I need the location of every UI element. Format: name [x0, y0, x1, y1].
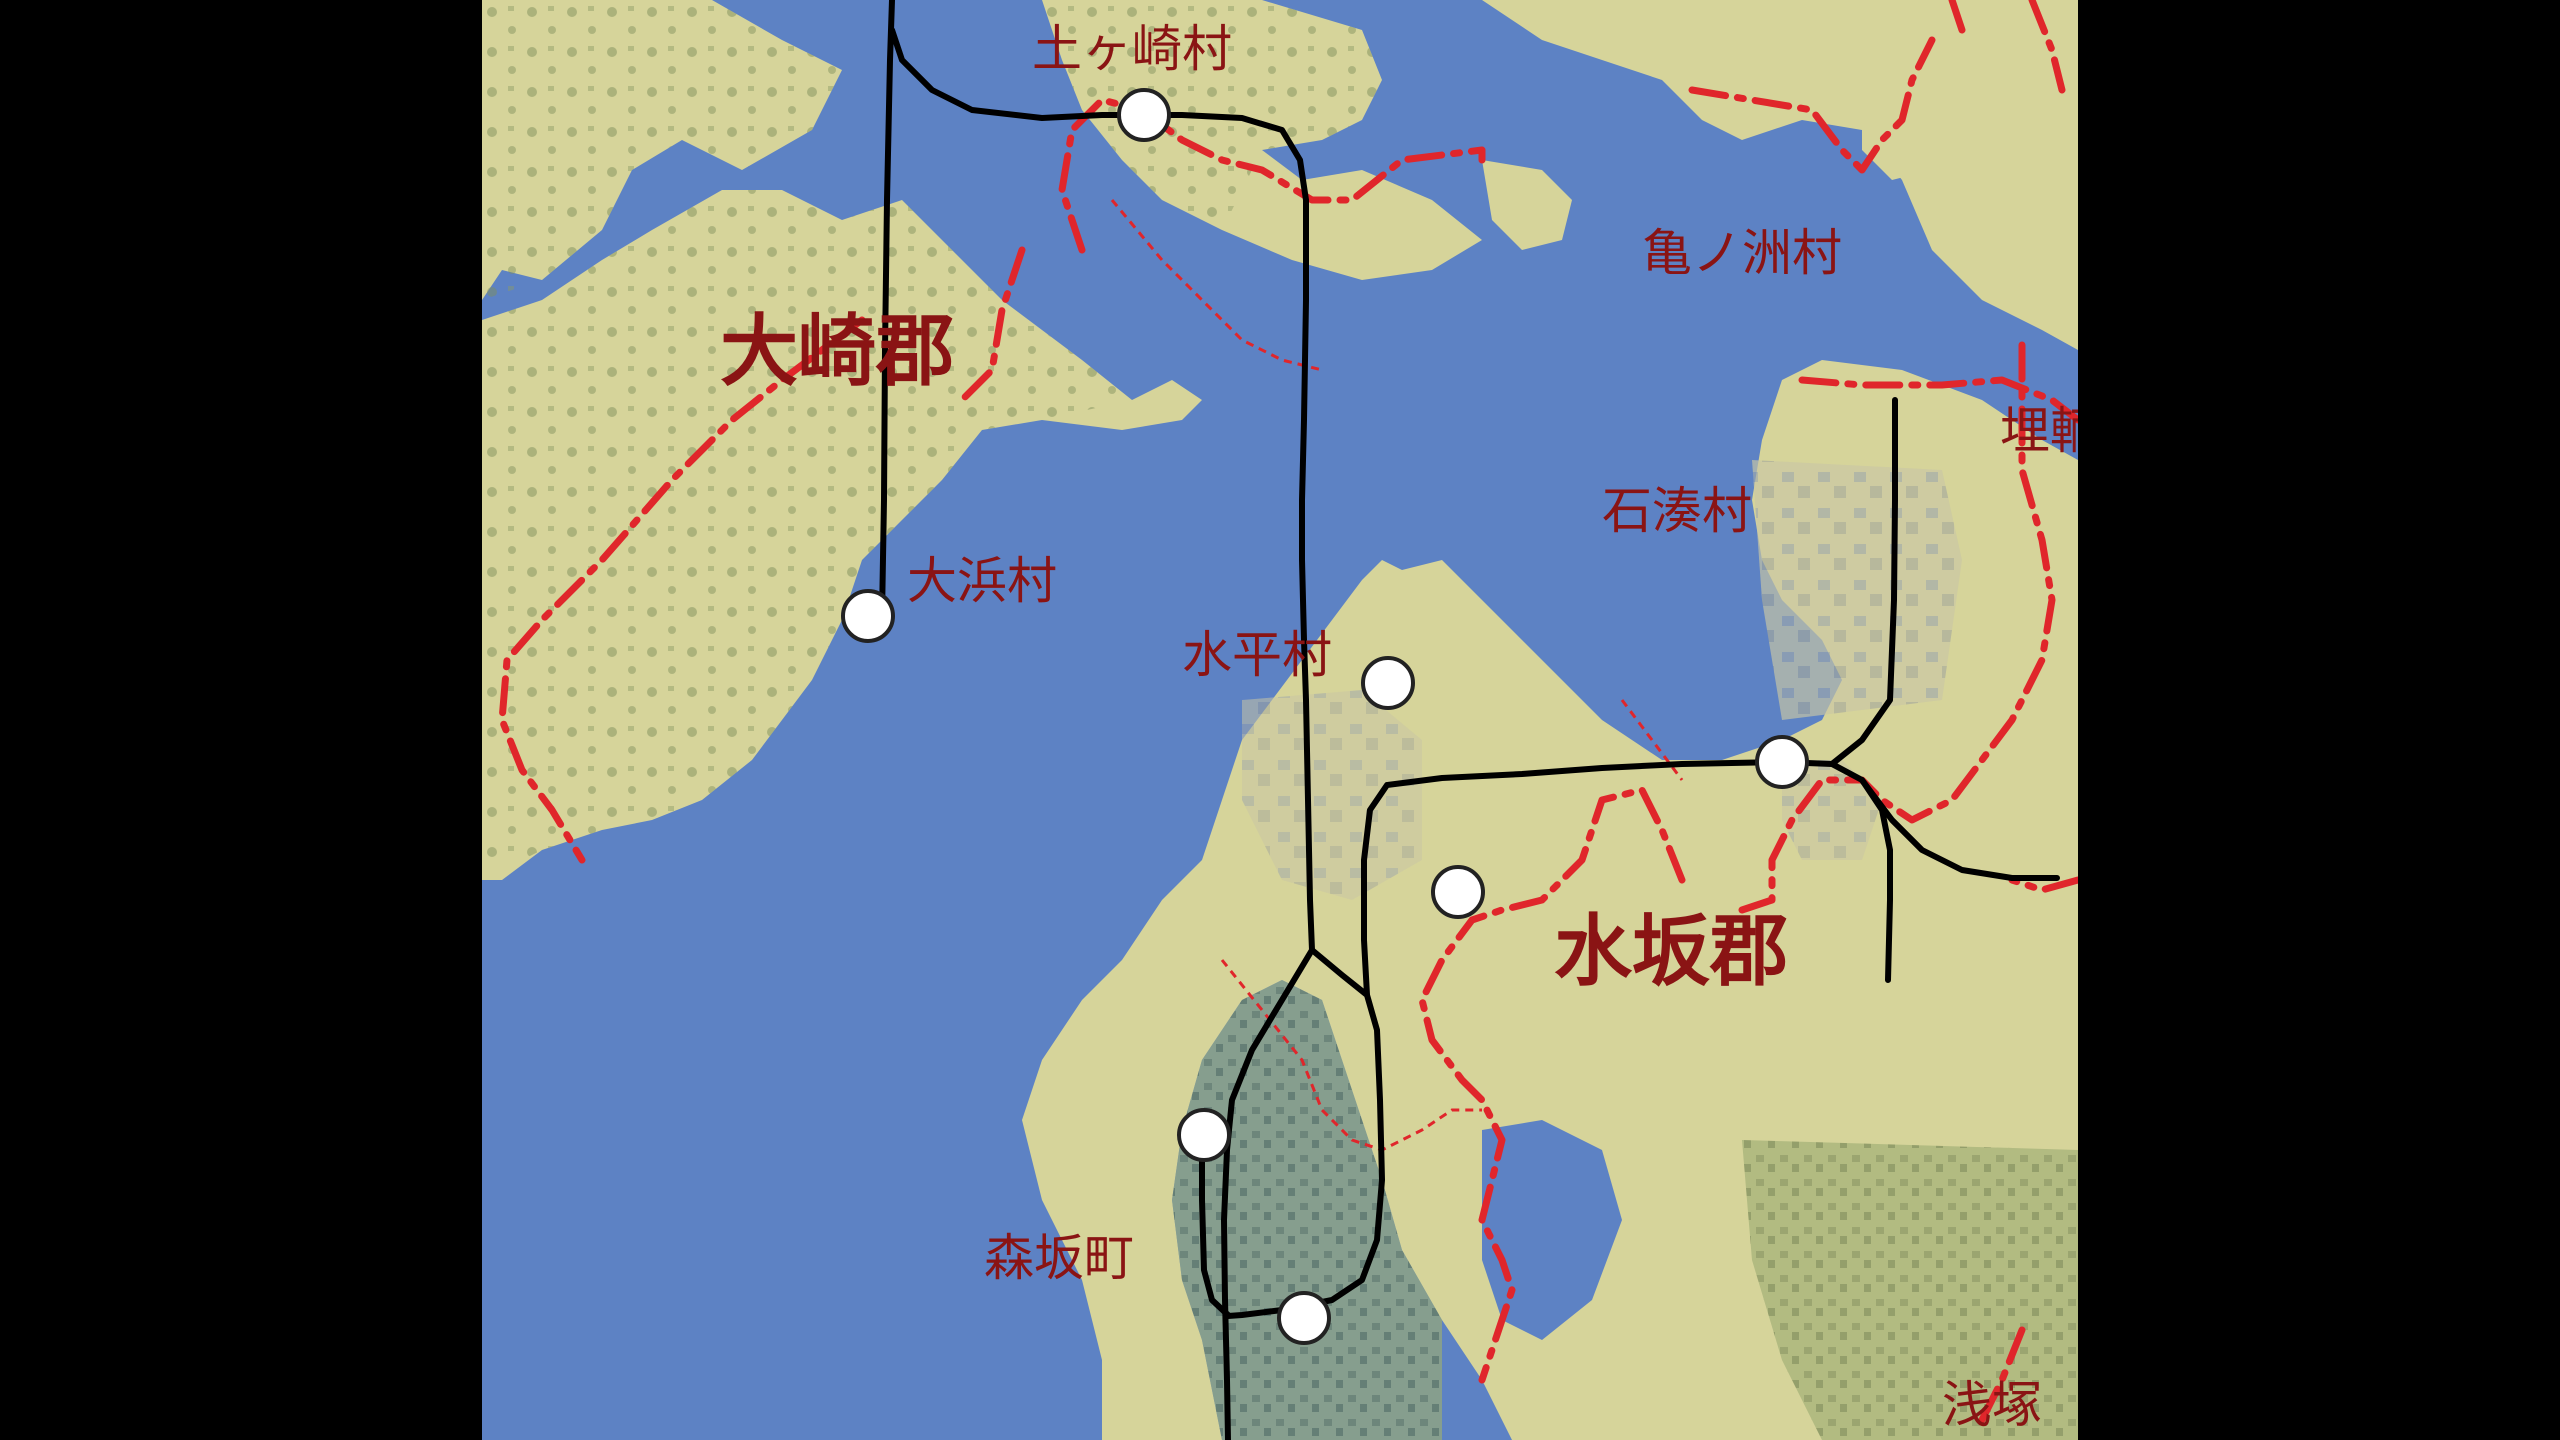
boundary-right-east [1738, 341, 2056, 914]
label-village-ishiminato: 石湊村 [1602, 482, 1752, 540]
rail-ishiminato-north [1829, 397, 1898, 767]
label-village-suihei: 水平村 [1182, 626, 1332, 684]
rail-tsuchigasaki-branch [889, 27, 1315, 953]
station-ohama[interactable] [841, 589, 895, 643]
label-village-tsuchigasaki: 土ヶ崎村 [1032, 20, 1232, 78]
label-district-osaki: 大崎郡 [720, 307, 954, 397]
rail-loop-east [1225, 947, 1385, 1319]
rail-suihei-line [1221, 947, 1315, 1440]
railways [879, 0, 2060, 1440]
rail-morisaka-branch [1199, 1132, 1231, 1318]
label-village-ohama: 大浜村 [907, 552, 1057, 610]
boundary-kamenosu [1688, 36, 1936, 174]
boundary-mizusaka [1418, 786, 1686, 1384]
boundary-ishiminato [1798, 376, 2078, 424]
boundary-tsuchigasaki [1058, 96, 1486, 254]
boundaries [498, 0, 2078, 1424]
label-district-mizusaka: 水坂郡 [1554, 907, 1788, 997]
terrain-texture [482, 0, 2078, 1440]
label-partial-right: 埋輌 [2000, 402, 2078, 460]
rail-mizusaka-line [1361, 759, 1835, 998]
boundary-osaki-south [498, 316, 866, 864]
boundary-top-right [2028, 0, 2066, 94]
map-labels: 大崎郡 水坂郡 土ヶ崎村 亀ノ洲村 石湊村 大浜村 水平村 森坂町 埋輌 浅塚 [720, 20, 2078, 1434]
station-tsuchigasaki[interactable] [1117, 88, 1171, 142]
rail-mizusaka-south [1859, 777, 1893, 983]
rail-osaki-line [879, 0, 895, 619]
station-ishiminato[interactable] [1755, 735, 1809, 789]
station-mizusaka-west[interactable] [1431, 865, 1485, 919]
stations [841, 88, 1809, 1345]
boundary-east-lower [1978, 1326, 2026, 1424]
boundary-osaki-east [958, 246, 1026, 404]
boundary-top-right-small [1948, 0, 1966, 34]
station-suihei[interactable] [1361, 656, 1415, 710]
station-morisaka-south[interactable] [1277, 1291, 1331, 1345]
station-morisaka-north[interactable] [1177, 1108, 1231, 1162]
label-partial-bottom: 浅塚 [1942, 1376, 2042, 1434]
map-canvas[interactable]: 大崎郡 水坂郡 土ヶ崎村 亀ノ洲村 石湊村 大浜村 水平村 森坂町 埋輌 浅塚 [482, 0, 2078, 1440]
label-village-kamenosu: 亀ノ洲村 [1642, 224, 1842, 282]
label-town-morisaka: 森坂町 [984, 1229, 1134, 1287]
map-frame[interactable]: 大崎郡 水坂郡 土ヶ崎村 亀ノ洲村 石湊村 大浜村 水平村 森坂町 埋輌 浅塚 [482, 0, 2078, 1440]
minor-boundaries [1110, 199, 1684, 1152]
boundary-right-edge [2008, 876, 2078, 894]
